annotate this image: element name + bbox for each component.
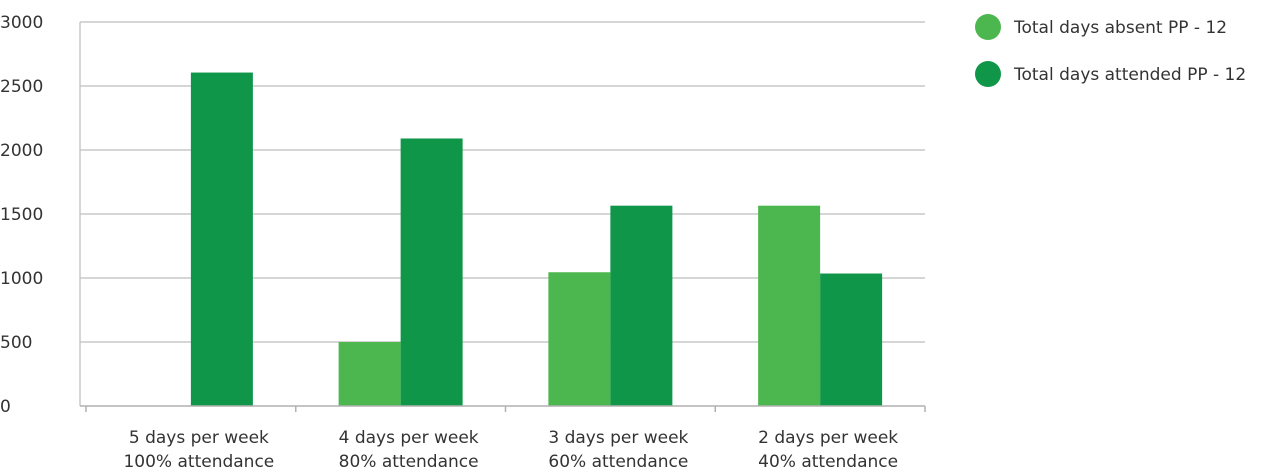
legend: Total days absent PP - 12 Total days atte… [975, 14, 1246, 87]
legend-swatch [975, 14, 1001, 40]
x-category-label: 80% attendance [339, 452, 479, 472]
y-axis-ticks: 0 500 1000 1500 2000 2500 3000 [0, 13, 43, 417]
y-tick-label: 3000 [0, 13, 43, 33]
x-category-label: 5 days per week [129, 428, 269, 448]
axes [79, 22, 926, 412]
x-category-label: 4 days per week [339, 428, 479, 448]
legend-label: Total days absent PP - 12 [1013, 18, 1227, 38]
bar-attended [400, 138, 463, 407]
x-category-label: 100% attendance [123, 452, 274, 472]
bars [190, 72, 883, 407]
bar-attended [190, 72, 253, 406]
y-tick-label: 2000 [0, 141, 43, 161]
y-tick-label: 0 [0, 397, 11, 417]
bar-absent [548, 272, 611, 406]
bar-attended [820, 273, 883, 406]
x-category-label: 40% attendance [758, 452, 898, 472]
bar-absent [338, 342, 401, 406]
y-tick-label: 1500 [0, 205, 43, 225]
y-tick-label: 2500 [0, 77, 43, 97]
bar-attended [610, 205, 673, 406]
x-category-label: 2 days per week [758, 428, 898, 448]
y-tick-label: 1000 [0, 269, 43, 289]
y-tick-label: 500 [0, 333, 32, 353]
x-category-label: 60% attendance [548, 452, 688, 472]
legend-swatch [975, 61, 1001, 87]
legend-label: Total days attended PP - 12 [1013, 65, 1246, 85]
bar-absent [758, 205, 821, 406]
x-category-label: 3 days per week [548, 428, 688, 448]
x-axis-labels: 5 days per week 100% attendance 4 days per… [123, 428, 898, 472]
